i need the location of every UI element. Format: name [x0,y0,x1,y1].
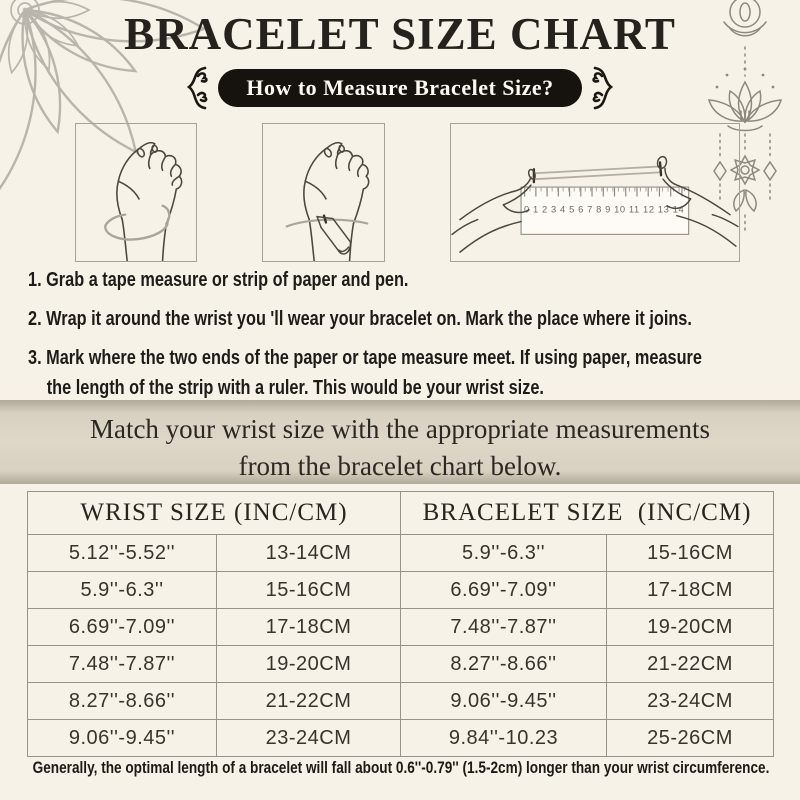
instruction-step: 3. Mark where the two ends of the paper … [28,346,786,400]
banner-line2: from the bracelet chart below. [238,450,562,481]
wrist-inches: 5.12''-5.52'' [27,534,217,572]
bracelet-cm: 23-24CM [605,682,775,720]
size-chart-table: WRIST SIZE (INC/CM) BRACELET SIZE (INC/C… [27,491,775,757]
instructions-list: 1. Grab a tape measure or strip of paper… [28,268,786,415]
table-row: 7.48''-7.87'' 19-20CM 8.27''-8.66'' 21-2… [27,645,775,683]
hands-with-ruler-icon: 0 1 2 3 4 5 6 7 8 9 10 11 12 13 14 [451,155,739,253]
ruler-numbers: 0 1 2 3 4 5 6 7 8 9 10 11 12 13 14 [524,205,684,215]
bracelet-cm: 25-26CM [605,719,775,757]
wrist-cm: 23-24CM [216,719,401,757]
illustration-mark-wrist [262,123,385,262]
bracelet-inches: 8.27''-8.66'' [400,645,607,683]
table-row: 9.06''-9.45'' 23-24CM 9.84''-10.23 25-26… [27,719,775,757]
step-number: 1. [28,269,42,291]
hand-with-tape-icon [104,141,183,262]
wrist-size-header: WRIST SIZE (INC/CM) [27,491,401,535]
footer-note: Generally, the optimal length of a brace… [32,758,770,777]
illustration-wrap-wrist [75,123,197,262]
subtitle-row: How to Measure Bracelet Size? [0,66,800,110]
bracelet-cm: 15-16CM [605,534,775,572]
illustration-measure-ruler: 0 1 2 3 4 5 6 7 8 9 10 11 12 13 14 [450,123,740,262]
bracelet-inches: 6.69''-7.09'' [400,571,607,609]
bracelet-inches: 9.06''-9.45'' [400,682,607,720]
wrist-cm: 15-16CM [216,571,401,609]
squiggle-bracket-right-icon [591,66,613,110]
step-number: 3. [28,347,42,369]
wrist-cm: 17-18CM [216,608,401,646]
step-text: Wrap it around the wrist you 'll wear yo… [46,308,692,330]
step-text: Mark where the two ends of the paper or … [46,347,702,369]
wrist-inches: 6.69''-7.09'' [27,608,217,646]
step-number: 2. [28,308,42,330]
wrist-inches: 7.48''-7.87'' [27,645,217,683]
squiggle-bracket-left-icon [187,66,209,110]
wrist-inches: 9.06''-9.45'' [27,719,217,757]
match-size-banner: Match your wrist size with the appropria… [0,400,800,484]
page-title: BRACELET SIZE CHART [124,9,676,59]
instruction-step: 1. Grab a tape measure or strip of paper… [28,268,786,292]
wrist-cm: 19-20CM [216,645,401,683]
wrist-inches: 8.27''-8.66'' [27,682,217,720]
table-row: 8.27''-8.66'' 21-22CM 9.06''-9.45'' 23-2… [27,682,775,720]
step-text-continued: the length of the strip with a ruler. Th… [46,377,544,399]
banner-line1: Match your wrist size with the appropria… [89,414,711,444]
step-text: Grab a tape measure or strip of paper an… [46,269,409,291]
bracelet-cm: 17-18CM [605,571,775,609]
bracelet-inches: 7.48''-7.87'' [400,608,607,646]
instruction-step: 2. Wrap it around the wrist you 'll wear… [28,307,786,331]
table-row: 5.9''-6.3'' 15-16CM 6.69''-7.09'' 17-18C… [27,571,775,609]
bracelet-inches: 9.84''-10.23 [400,719,607,757]
subtitle-pill: How to Measure Bracelet Size? [218,69,582,107]
bracelet-size-header: BRACELET SIZE (INC/CM) [399,491,775,535]
wrist-cm: 21-22CM [216,682,401,720]
bracelet-inches: 5.9''-6.3'' [400,534,607,572]
table-row: 6.69''-7.09'' 17-18CM 7.48''-7.87'' 19-2… [27,608,775,646]
wrist-inches: 5.9''-6.3'' [27,571,217,609]
hand-with-pen-icon [285,141,370,262]
wrist-cm: 13-14CM [216,534,401,572]
table-row: 5.12''-5.52'' 13-14CM 5.9''-6.3'' 15-16C… [27,534,775,572]
bracelet-cm: 19-20CM [605,608,775,646]
table-header-row: WRIST SIZE (INC/CM) BRACELET SIZE (INC/C… [27,491,775,535]
bracelet-cm: 21-22CM [605,645,775,683]
